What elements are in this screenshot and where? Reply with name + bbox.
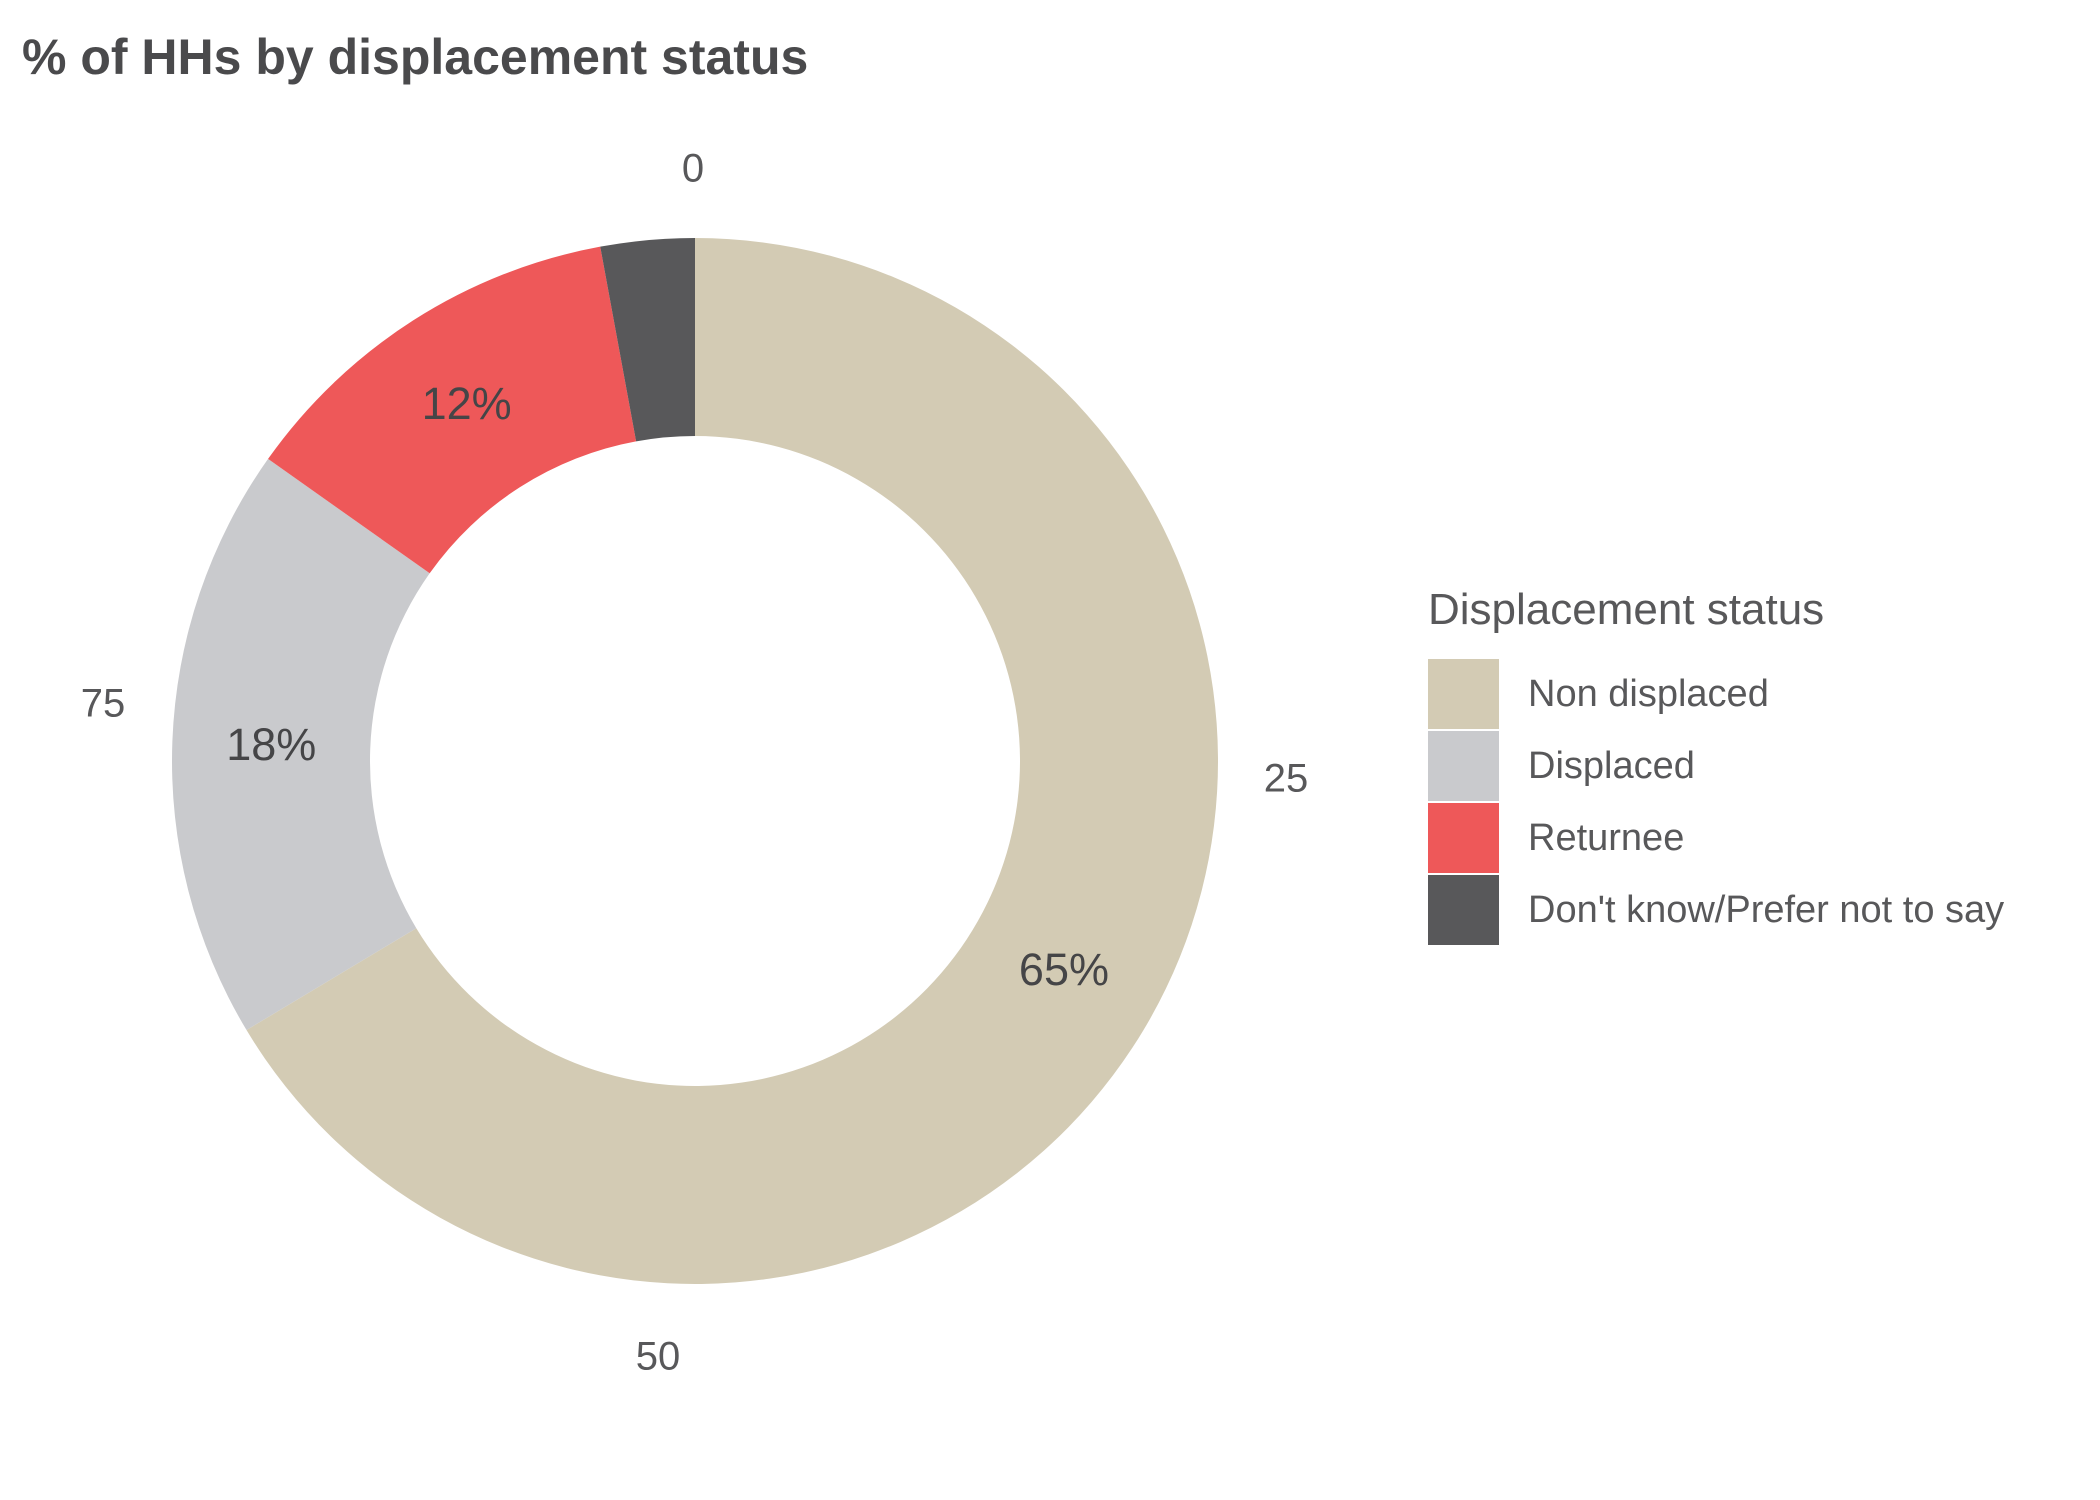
- legend: Displacement status Non displaced Displa…: [1428, 585, 2048, 945]
- legend-label-dont-know: Don't know/Prefer not to say: [1528, 888, 2005, 931]
- slice-label-returnee: 12%: [421, 377, 512, 429]
- donut-slice-4: [600, 238, 695, 442]
- axis-tick-75: 75: [80, 681, 126, 726]
- legend-item-returnee: Returnee: [1428, 803, 2048, 873]
- legend-swatch-returnee: [1428, 803, 1499, 873]
- axis-tick-25: 25: [1263, 756, 1309, 801]
- slice-label-non-displaced: 65%: [1018, 943, 1109, 995]
- legend-swatch-dont-know: [1428, 875, 1499, 945]
- legend-items: Non displaced Displaced Returnee Don't k…: [1428, 659, 2048, 945]
- legend-item-dont-know: Don't know/Prefer not to say: [1428, 875, 2048, 945]
- legend-swatch-displaced: [1428, 731, 1499, 801]
- axis-tick-0: 0: [681, 146, 705, 191]
- axis-tick-50: 50: [635, 1334, 681, 1379]
- donut-slice-1: [246, 238, 1219, 1284]
- chart-title: % of HHs by displacement status: [22, 29, 809, 85]
- donut-slice-3: [268, 246, 637, 574]
- legend-swatch-non-displaced: [1428, 659, 1499, 729]
- legend-label-displaced: Displaced: [1528, 744, 1695, 787]
- legend-item-non-displaced: Non displaced: [1428, 659, 2048, 729]
- legend-title: Displacement status: [1428, 585, 1825, 634]
- legend-label-non-displaced: Non displaced: [1528, 672, 1769, 715]
- legend-label-returnee: Returnee: [1528, 816, 1685, 859]
- legend-item-displaced: Displaced: [1428, 731, 2048, 801]
- slice-label-displaced: 18%: [226, 719, 317, 771]
- donut-slice-2: [171, 458, 430, 1031]
